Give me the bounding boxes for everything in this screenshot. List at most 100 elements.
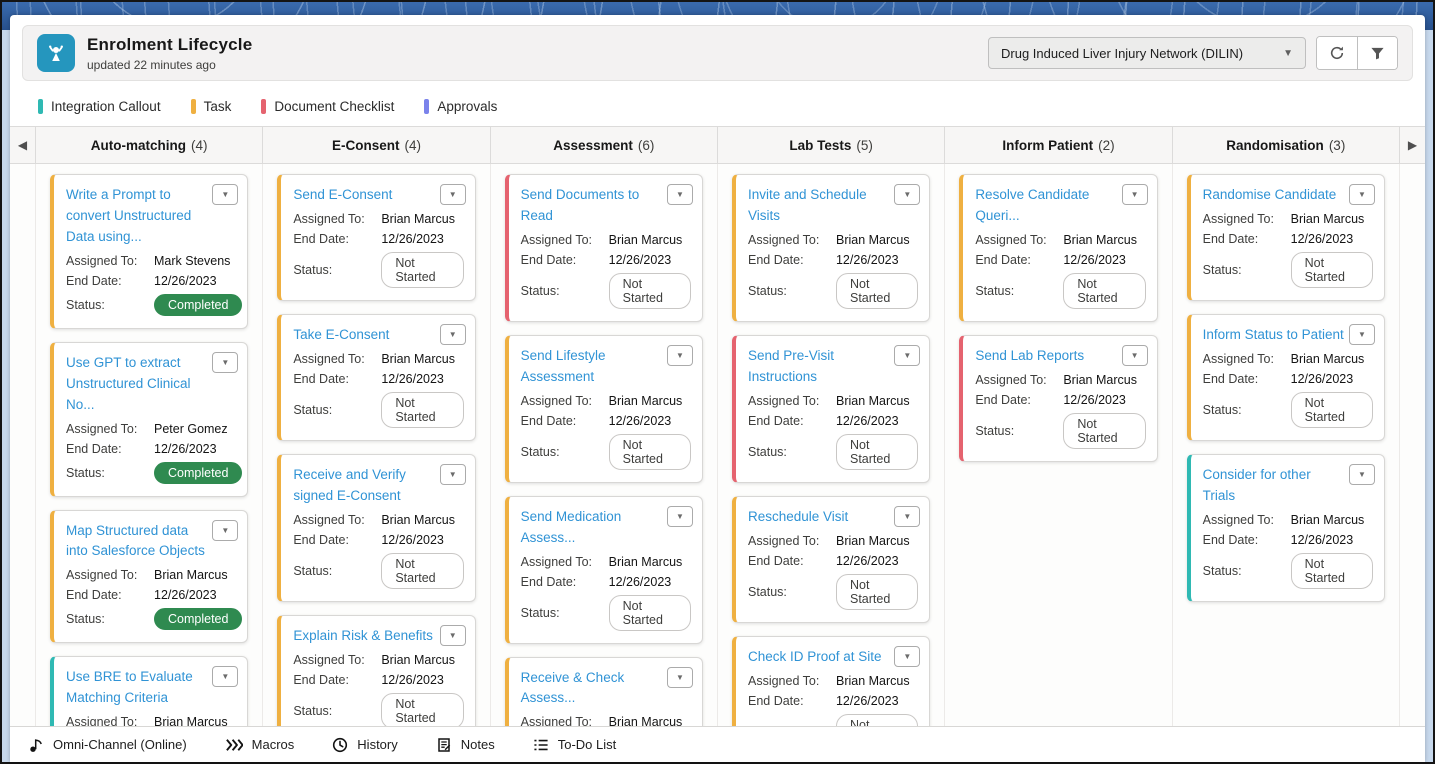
- task-card[interactable]: Resolve Candidate Queri... ▼ Assigned To: B…: [959, 174, 1158, 322]
- card-title-link[interactable]: Resolve Candidate Queri...: [975, 187, 1090, 223]
- card-actions-button[interactable]: ▼: [212, 666, 239, 688]
- task-card[interactable]: Receive and Verify signed E-Consent ▼ Assi…: [277, 453, 476, 602]
- filter-button[interactable]: [1357, 37, 1397, 69]
- column-header-assessment[interactable]: Assessment (6): [489, 127, 717, 163]
- end-date-row: End Date: 12/26/2023: [748, 414, 918, 428]
- task-card[interactable]: Send Medication Assess... ▼ Assigned To: Br…: [504, 495, 703, 644]
- card-actions-button[interactable]: ▼: [1121, 344, 1148, 366]
- task-card[interactable]: Use GPT to extract Unstructured Clinical…: [50, 341, 249, 497]
- column-header-e-consent[interactable]: E-Consent (4): [262, 127, 489, 163]
- utility-item-notes[interactable]: Notes: [436, 737, 495, 753]
- card-title-link[interactable]: Consider for other Trials: [1202, 466, 1311, 503]
- card-title-link[interactable]: Inform Status to Patient: [1202, 326, 1344, 342]
- card-actions-button[interactable]: ▼: [212, 519, 239, 541]
- task-card[interactable]: Receive & Check Assess... ▼ Assigned To: Br…: [504, 656, 703, 726]
- task-card[interactable]: Send E-Consent ▼ Assigned To: Brian Marcus E…: [277, 174, 476, 301]
- card-title-link[interactable]: Receive and Verify signed E-Consent: [293, 466, 406, 503]
- task-card[interactable]: Explain Risk & Benefits ▼ Assigned To: Bria…: [277, 614, 476, 726]
- task-card[interactable]: Map Structured data into Salesforce Obje…: [50, 509, 249, 644]
- task-card[interactable]: Send Lifestyle Assessment ▼ Assigned To: Br…: [504, 334, 703, 483]
- column-count: (6): [637, 137, 655, 153]
- card-actions-button[interactable]: ▼: [212, 351, 239, 373]
- card-title-link[interactable]: Send Documents to Read: [520, 187, 640, 223]
- task-card[interactable]: Check ID Proof at Site ▼ Assigned To: Brian…: [731, 635, 931, 726]
- card-actions-button[interactable]: ▼: [1348, 323, 1375, 345]
- card-actions-button[interactable]: ▼: [666, 666, 693, 688]
- kanban-column-e-consent: Send E-Consent ▼ Assigned To: Brian Marcus E…: [262, 164, 489, 726]
- card-title-link[interactable]: Randomise Candidate: [1202, 187, 1337, 202]
- card-title-link[interactable]: Send Pre-Visit Instructions: [747, 347, 835, 384]
- field-label: Assigned To:: [66, 253, 138, 268]
- assigned-to-value: Brian Marcus: [381, 652, 455, 667]
- column-header-lab-tests[interactable]: Lab Tests (5): [716, 127, 944, 163]
- field-label: Assigned To:: [1202, 512, 1274, 527]
- card-title-link[interactable]: Explain Risk & Benefits: [293, 627, 433, 643]
- refresh-button[interactable]: [1317, 37, 1357, 69]
- scroll-left-button[interactable]: ◀: [10, 127, 35, 163]
- card-actions-button[interactable]: ▼: [1121, 184, 1148, 205]
- assigned-to-row: Assigned To: Brian Marcus: [748, 674, 918, 688]
- card-actions-button[interactable]: ▼: [439, 323, 466, 345]
- status-badge: Not Started: [608, 594, 691, 631]
- task-card[interactable]: Use BRE to Evaluate Matching Criteria ▼ As…: [50, 656, 249, 726]
- chevron-down-icon: ▼: [903, 511, 912, 521]
- task-card[interactable]: Randomise Candidate ▼ Assigned To: Brian Ma…: [1186, 174, 1385, 301]
- legend-label: Task: [203, 99, 232, 114]
- task-card[interactable]: Consider for other Trials ▼ Assigned To: Br…: [1186, 453, 1385, 602]
- utility-item-omni-channel-online[interactable]: Omni-Channel (Online): [28, 737, 187, 753]
- card-title-link[interactable]: Invite and Schedule Visits: [747, 187, 867, 223]
- card-actions-button[interactable]: ▼: [894, 505, 921, 527]
- board-left-rail: [10, 164, 35, 726]
- column-header-randomisation[interactable]: Randomisation (3): [1171, 127, 1400, 163]
- card-title-link[interactable]: Take E-Consent: [293, 326, 390, 342]
- card-title-link[interactable]: Receive & Check Assess...: [520, 669, 625, 706]
- card-title-link[interactable]: Send Lab Reports: [975, 347, 1085, 363]
- end-date-value: 12/26/2023: [835, 553, 899, 568]
- card-actions-button[interactable]: ▼: [439, 463, 466, 485]
- column-header-inform-patient[interactable]: Inform Patient (2): [944, 127, 1171, 163]
- status-row: Status: Not Started: [1202, 251, 1373, 288]
- field-label: End Date:: [66, 441, 122, 456]
- utility-item-to-do-list[interactable]: To-Do List: [533, 737, 616, 752]
- field-label: End Date:: [1202, 371, 1259, 386]
- card-actions-button[interactable]: ▼: [894, 184, 921, 205]
- card-actions-button[interactable]: ▼: [666, 184, 693, 205]
- card-title-link[interactable]: Use GPT to extract Unstructured Clinical…: [66, 354, 191, 412]
- task-card[interactable]: Reschedule Visit ▼ Assigned To: Brian Marcu…: [731, 495, 931, 623]
- card-actions-button[interactable]: ▼: [439, 184, 466, 205]
- task-card[interactable]: Write a Prompt to convert Unstructured D…: [50, 174, 249, 329]
- task-card[interactable]: Take E-Consent ▼ Assigned To: Brian Marcus E…: [277, 313, 476, 441]
- field-label: Assigned To:: [747, 393, 820, 408]
- card-title-link[interactable]: Check ID Proof at Site: [747, 648, 882, 664]
- card-actions-button[interactable]: ▼: [212, 184, 239, 205]
- status-badge: Not Started: [1290, 552, 1373, 589]
- column-header-auto-matching[interactable]: Auto-matching (4): [35, 127, 262, 163]
- trial-selector-dropdown[interactable]: Drug Induced Liver Injury Network (DILIN…: [988, 37, 1306, 69]
- utility-item-macros[interactable]: Macros: [225, 737, 294, 752]
- card-actions-button[interactable]: ▼: [894, 344, 921, 366]
- task-card[interactable]: Send Lab Reports ▼ Assigned To: Brian Marcu…: [959, 334, 1158, 462]
- card-actions-button[interactable]: ▼: [1348, 463, 1375, 485]
- task-card[interactable]: Invite and Schedule Visits ▼ Assigned To: B…: [731, 174, 931, 322]
- card-title-link[interactable]: Reschedule Visit: [747, 508, 849, 524]
- card-title-link[interactable]: Use BRE to Evaluate Matching Criteria: [66, 669, 193, 706]
- card-actions-button[interactable]: ▼: [439, 624, 466, 646]
- status-badge: Completed: [154, 461, 243, 484]
- card-actions-button[interactable]: ▼: [666, 505, 693, 527]
- card-title-link[interactable]: Write a Prompt to convert Unstructured D…: [66, 187, 192, 244]
- task-card[interactable]: Send Pre-Visit Instructions ▼ Assigned To:…: [731, 334, 931, 483]
- task-card[interactable]: Inform Status to Patient ▼ Assigned To: Bri…: [1186, 313, 1385, 441]
- card-title-link[interactable]: Send Medication Assess...: [520, 508, 622, 545]
- card-actions-button[interactable]: ▼: [666, 344, 693, 366]
- field-label: Assigned To:: [293, 351, 365, 366]
- task-card[interactable]: Send Documents to Read ▼ Assigned To: Brian…: [504, 174, 703, 322]
- card-actions-button[interactable]: ▼: [894, 645, 921, 667]
- utility-item-history[interactable]: History: [332, 737, 398, 753]
- field-label: Status:: [1202, 262, 1242, 277]
- card-actions-button[interactable]: ▼: [1348, 184, 1375, 205]
- assigned-to-row: Assigned To: Brian Marcus: [293, 212, 463, 226]
- card-title-link[interactable]: Send E-Consent: [293, 187, 393, 202]
- card-title-link[interactable]: Map Structured data into Salesforce Obje…: [66, 522, 205, 559]
- card-title-link[interactable]: Send Lifestyle Assessment: [520, 347, 606, 384]
- scroll-right-button[interactable]: ▶: [1400, 127, 1425, 163]
